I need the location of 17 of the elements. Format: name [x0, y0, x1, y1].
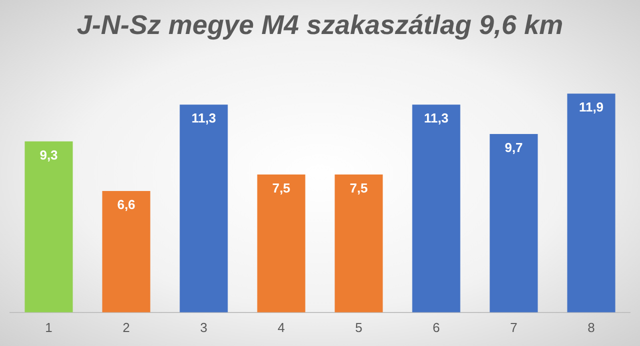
x-tick-label: 2 [122, 320, 130, 335]
data-label: 11,3 [424, 110, 449, 126]
x-tick-label: 7 [510, 320, 518, 335]
x-tick-label: 8 [588, 320, 595, 335]
x-tick-label: 4 [278, 320, 285, 335]
x-tick-label: 6 [432, 320, 440, 335]
data-label: 7,5 [350, 180, 368, 196]
x-tick-label: 3 [200, 320, 208, 335]
data-label: 6,6 [117, 197, 136, 212]
data-label: 9,7 [504, 140, 523, 156]
data-label: 9,3 [40, 147, 58, 162]
x-tick-label: 5 [355, 320, 362, 335]
chart-title: J-N-Sz megye M4 szakaszátlag 9,6 km [76, 10, 564, 41]
x-tick-label: 1 [45, 320, 52, 335]
data-label: 11,3 [191, 110, 216, 126]
data-label: 11,9 [578, 100, 604, 115]
data-label: 7,5 [272, 180, 290, 196]
